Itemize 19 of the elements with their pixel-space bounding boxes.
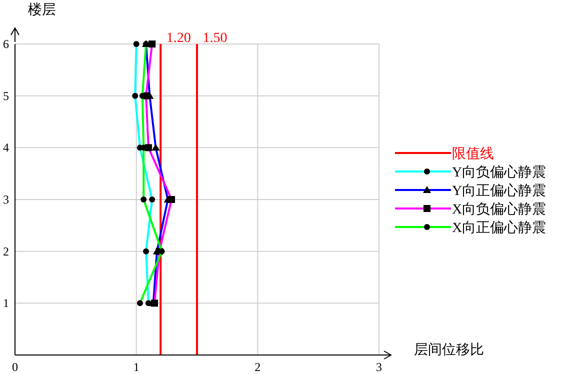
legend-label: Y向负偏心静震 xyxy=(452,164,546,180)
legend-label: 限值线 xyxy=(452,146,494,162)
annotation: 1.50 xyxy=(202,31,228,46)
x-tick-label: 1 xyxy=(133,360,140,374)
y-tick-label: 5 xyxy=(3,88,9,103)
x-axis-title: 层间位移比 xyxy=(414,342,484,358)
annotation: 1.20 xyxy=(166,31,191,46)
legend-label: X向负偏心静震 xyxy=(452,202,546,218)
x-tick-label: 3 xyxy=(376,360,382,374)
y-axis-title: 楼层 xyxy=(28,2,56,18)
x-tick-label: 2 xyxy=(254,360,261,374)
y-tick-label: 1 xyxy=(3,296,9,310)
y-tick-label: 4 xyxy=(3,140,9,155)
legend-label: X向正偏心静震 xyxy=(452,220,546,236)
y-tick-label: 2 xyxy=(3,244,9,258)
y-tick-label: 3 xyxy=(3,192,9,206)
x-tick-label: 0 xyxy=(12,360,18,374)
y-tick-label: 6 xyxy=(3,37,9,51)
legend-label: Y向正偏心静震 xyxy=(452,183,546,199)
